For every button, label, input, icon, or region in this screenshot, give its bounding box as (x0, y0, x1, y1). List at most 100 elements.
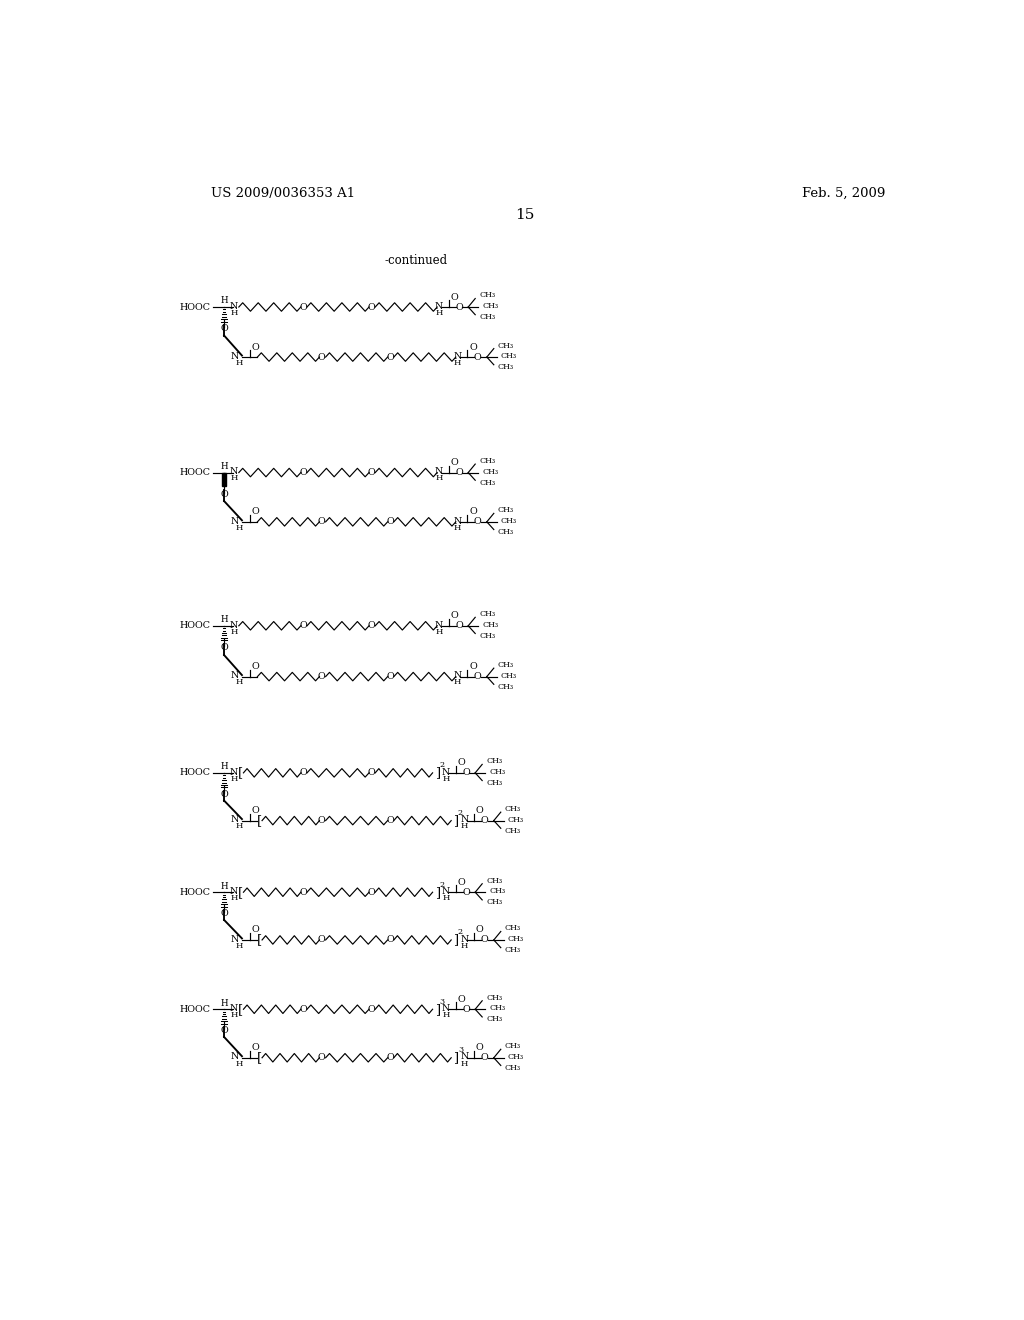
Text: O: O (474, 672, 481, 681)
Text: O: O (251, 507, 259, 516)
Text: CH₃: CH₃ (486, 758, 502, 766)
Text: O: O (474, 517, 481, 527)
Text: CH₃: CH₃ (482, 620, 499, 630)
Text: CH₃: CH₃ (479, 479, 496, 487)
Text: N: N (230, 768, 239, 776)
Text: O: O (220, 789, 228, 799)
Text: N: N (230, 816, 239, 824)
Text: H: H (236, 941, 243, 949)
Text: CH₃: CH₃ (489, 768, 505, 776)
Text: CH₃: CH₃ (486, 779, 502, 787)
Text: O: O (462, 888, 470, 896)
Text: N: N (441, 768, 450, 776)
Text: CH₃: CH₃ (479, 457, 496, 465)
Text: CH₃: CH₃ (508, 816, 524, 824)
Text: O: O (455, 469, 463, 477)
Text: O: O (299, 622, 307, 630)
Text: O: O (386, 816, 394, 825)
Text: [: [ (256, 814, 261, 828)
Text: O: O (451, 458, 458, 467)
Text: O: O (469, 343, 477, 351)
Text: CH₃: CH₃ (482, 467, 499, 475)
Text: H: H (454, 678, 461, 686)
Text: O: O (317, 936, 326, 944)
Text: CH₃: CH₃ (479, 313, 496, 321)
Text: CH₃: CH₃ (505, 924, 521, 932)
Text: CH₃: CH₃ (489, 887, 505, 895)
Text: H: H (236, 822, 243, 830)
Text: O: O (451, 611, 458, 620)
Text: H: H (454, 524, 461, 532)
Text: O: O (462, 1005, 470, 1014)
Text: O: O (386, 352, 394, 362)
Text: O: O (462, 768, 470, 777)
Text: CH₃: CH₃ (498, 507, 514, 515)
Text: O: O (251, 663, 259, 671)
Text: CH₃: CH₃ (505, 1064, 521, 1072)
Text: O: O (299, 302, 307, 312)
Text: N: N (434, 467, 443, 477)
Text: CH₃: CH₃ (486, 994, 502, 1002)
Text: O: O (480, 1053, 488, 1063)
Text: O: O (317, 672, 326, 681)
Text: CH₃: CH₃ (479, 632, 496, 640)
Text: O: O (220, 643, 228, 652)
Text: N: N (441, 1005, 450, 1012)
Text: O: O (451, 293, 458, 301)
Text: O: O (317, 1053, 326, 1063)
Text: CH₃: CH₃ (505, 946, 521, 954)
Text: N: N (454, 516, 462, 525)
Text: N: N (434, 620, 443, 630)
Text: H: H (230, 894, 238, 902)
Text: O: O (386, 1053, 394, 1063)
Text: H: H (236, 678, 243, 686)
Text: H: H (220, 615, 228, 624)
Text: H: H (461, 1060, 468, 1068)
Text: N: N (230, 302, 239, 310)
Text: O: O (368, 622, 375, 630)
Text: H: H (442, 1011, 450, 1019)
Text: O: O (480, 936, 488, 944)
Text: [: [ (238, 1003, 243, 1016)
Text: ]: ] (454, 814, 459, 828)
Text: O: O (455, 302, 463, 312)
Text: O: O (317, 816, 326, 825)
Text: -continued: -continued (385, 253, 447, 267)
Text: 2: 2 (439, 880, 444, 888)
Text: H: H (236, 524, 243, 532)
Text: N: N (230, 352, 239, 360)
Text: O: O (386, 936, 394, 944)
Text: CH₃: CH₃ (479, 610, 496, 618)
Text: N: N (230, 516, 239, 525)
Text: O: O (476, 807, 483, 814)
Text: CH₃: CH₃ (505, 1043, 521, 1051)
Text: N: N (460, 935, 469, 944)
Text: CH₃: CH₃ (486, 898, 502, 907)
Text: O: O (469, 507, 477, 516)
Text: N: N (460, 1052, 469, 1061)
Text: H: H (435, 309, 442, 317)
Text: HOOC: HOOC (180, 469, 211, 477)
Text: 2: 2 (458, 928, 463, 936)
Text: H: H (230, 1011, 238, 1019)
Text: N: N (230, 1005, 239, 1012)
Text: Feb. 5, 2009: Feb. 5, 2009 (802, 186, 886, 199)
Text: O: O (386, 672, 394, 681)
Text: 3: 3 (458, 1045, 463, 1055)
Text: H: H (220, 762, 228, 771)
Text: CH₃: CH₃ (482, 302, 499, 310)
Text: CH₃: CH₃ (486, 1015, 502, 1023)
Text: O: O (251, 1043, 259, 1052)
Text: O: O (251, 925, 259, 935)
Text: N: N (230, 467, 239, 477)
Text: HOOC: HOOC (180, 622, 211, 630)
Text: N: N (230, 1052, 239, 1061)
Text: US 2009/0036353 A1: US 2009/0036353 A1 (211, 186, 355, 199)
Text: CH₃: CH₃ (498, 363, 514, 371)
Text: O: O (368, 1005, 375, 1014)
Text: H: H (454, 359, 461, 367)
Text: H: H (442, 894, 450, 902)
Text: 2: 2 (458, 809, 463, 817)
Text: H: H (435, 474, 442, 482)
Text: O: O (386, 517, 394, 527)
